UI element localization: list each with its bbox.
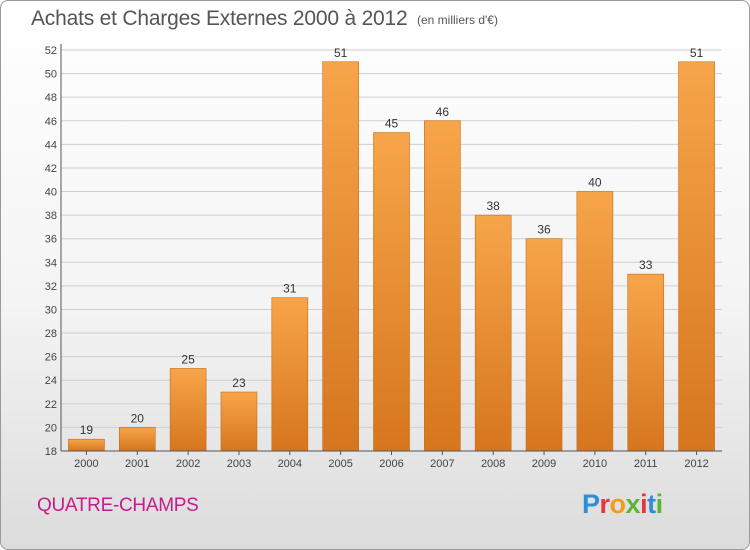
bar bbox=[474, 214, 512, 452]
bar bbox=[525, 238, 563, 452]
x-tick-label: 2004 bbox=[278, 458, 302, 470]
bar bbox=[322, 61, 359, 452]
bar-value-label: 23 bbox=[232, 376, 246, 390]
x-tick-label: 2000 bbox=[74, 458, 98, 470]
logo-letter: i bbox=[640, 489, 648, 519]
bar-value-label: 51 bbox=[690, 46, 704, 60]
x-tick-label: 2005 bbox=[328, 458, 352, 470]
y-tick-label: 36 bbox=[45, 234, 57, 246]
y-tick-label: 42 bbox=[45, 163, 57, 175]
bar-value-label: 36 bbox=[537, 223, 551, 237]
bar-value-label: 19 bbox=[80, 423, 94, 437]
logo-letter: x bbox=[625, 489, 641, 519]
bar bbox=[424, 120, 461, 452]
bar bbox=[627, 273, 665, 452]
y-tick-label: 26 bbox=[45, 352, 57, 364]
x-tick-label: 2009 bbox=[532, 458, 556, 470]
logo-letter: P bbox=[582, 489, 600, 519]
chart-unit-note: (en milliers d'€) bbox=[417, 13, 498, 27]
y-tick-label: 52 bbox=[45, 45, 57, 57]
chart-title: Achats et Charges Externes 2000 à 2012 bbox=[31, 7, 408, 30]
bar bbox=[271, 297, 309, 452]
x-tick-label: 2001 bbox=[125, 458, 149, 470]
bar bbox=[576, 191, 614, 452]
y-tick-label: 18 bbox=[45, 446, 57, 458]
bar bbox=[68, 438, 105, 452]
bar-value-label: 51 bbox=[334, 46, 348, 60]
x-tick-label: 2008 bbox=[481, 458, 505, 470]
bar-value-label: 31 bbox=[283, 282, 297, 296]
x-tick-label: 2012 bbox=[684, 458, 708, 470]
x-tick-label: 2010 bbox=[583, 458, 607, 470]
y-tick-label: 44 bbox=[45, 139, 57, 151]
y-tick-label: 30 bbox=[45, 304, 57, 316]
bar-value-label: 38 bbox=[487, 199, 501, 213]
y-tick-label: 22 bbox=[45, 399, 57, 411]
bar-value-label: 46 bbox=[436, 105, 450, 119]
x-tick-label: 2003 bbox=[227, 458, 251, 470]
y-tick-label: 48 bbox=[45, 92, 57, 104]
bar bbox=[678, 61, 715, 452]
bar bbox=[169, 368, 207, 452]
y-tick-label: 50 bbox=[45, 69, 57, 81]
y-tick-label: 34 bbox=[45, 257, 57, 269]
bar bbox=[373, 132, 410, 452]
logo-letter: i bbox=[655, 489, 664, 519]
x-tick-label: 2002 bbox=[176, 458, 200, 470]
logo-letter: t bbox=[647, 489, 656, 519]
x-tick-label: 2006 bbox=[379, 458, 403, 470]
y-tick-label: 28 bbox=[45, 328, 57, 340]
bar-value-label: 33 bbox=[639, 258, 653, 272]
bar-value-label: 20 bbox=[131, 411, 145, 425]
commune-name: QUATRE-CHAMPS bbox=[37, 495, 199, 516]
bar-value-label: 25 bbox=[181, 352, 195, 366]
bar-value-label: 45 bbox=[385, 117, 399, 131]
logo-letter: o bbox=[609, 489, 627, 519]
y-tick-label: 32 bbox=[45, 281, 57, 293]
x-tick-label: 2011 bbox=[634, 458, 658, 470]
y-tick-label: 24 bbox=[45, 375, 57, 387]
y-tick-label: 38 bbox=[45, 210, 57, 222]
proxiti-logo: Proxiti bbox=[582, 489, 663, 520]
bar bbox=[220, 391, 258, 452]
y-tick-label: 20 bbox=[45, 422, 57, 434]
logo-letter: r bbox=[599, 489, 611, 519]
bar bbox=[118, 427, 156, 452]
y-tick-label: 40 bbox=[45, 187, 57, 199]
x-tick-label: 2007 bbox=[430, 458, 454, 470]
bar-value-label: 40 bbox=[588, 176, 602, 190]
y-tick-label: 46 bbox=[45, 116, 57, 128]
